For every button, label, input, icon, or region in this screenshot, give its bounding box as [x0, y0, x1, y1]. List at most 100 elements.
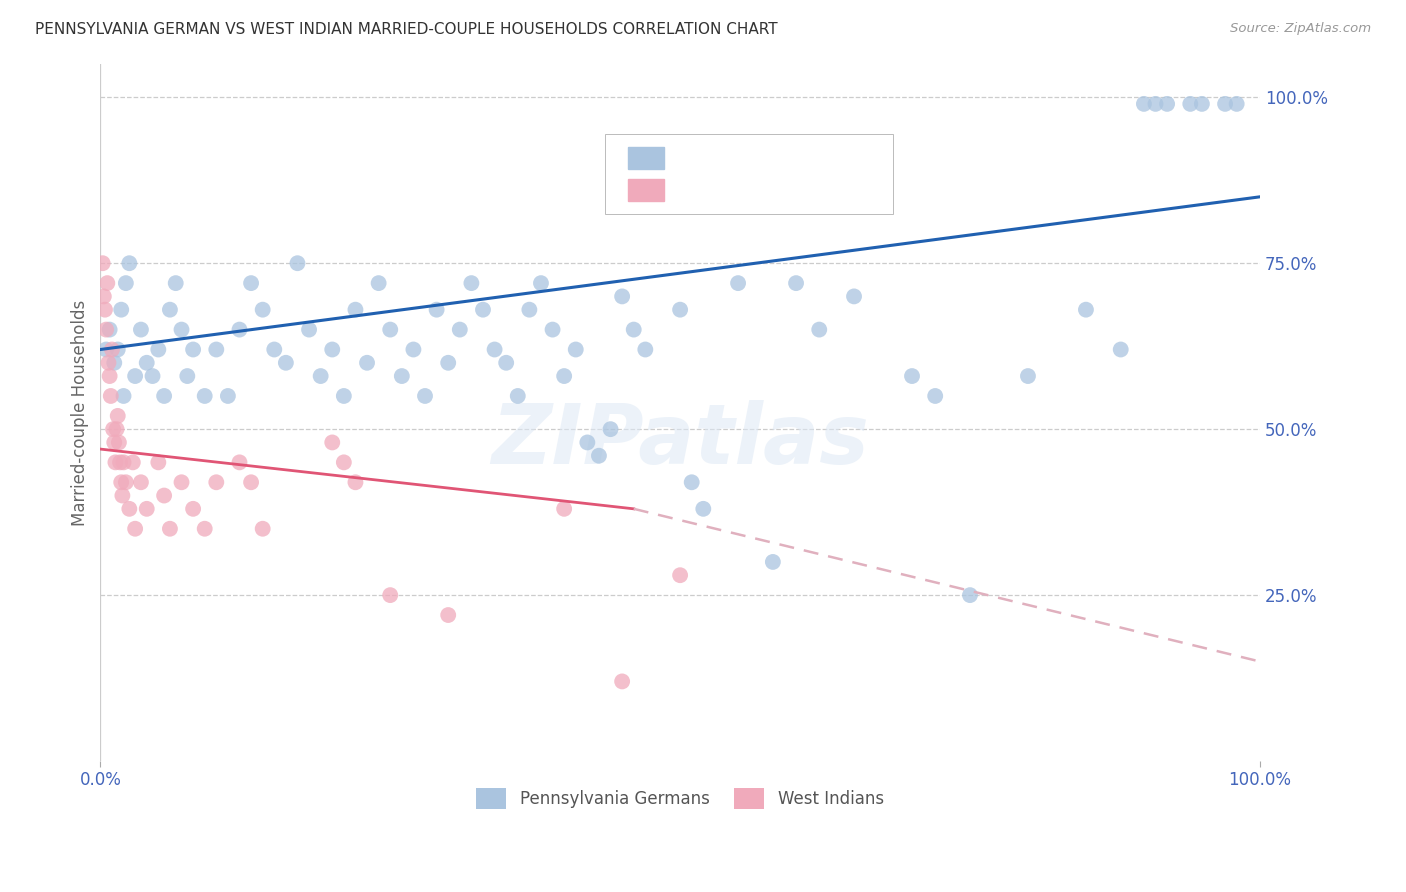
Point	[124, 369, 146, 384]
Point	[252, 522, 274, 536]
Point	[333, 389, 356, 403]
Point	[108, 435, 131, 450]
Point	[842, 289, 865, 303]
Point	[1074, 302, 1097, 317]
Point	[437, 608, 460, 623]
Point	[170, 322, 193, 336]
Point	[129, 475, 152, 490]
Point	[135, 501, 157, 516]
Point	[181, 501, 204, 516]
Point	[110, 302, 132, 317]
Point	[148, 455, 170, 469]
Point	[121, 455, 143, 469]
Point	[274, 356, 297, 370]
Point	[553, 369, 575, 384]
Point	[380, 588, 402, 602]
Point	[530, 276, 553, 290]
Point	[135, 356, 157, 370]
Point	[576, 435, 599, 450]
Point	[344, 302, 367, 317]
Point	[252, 302, 274, 317]
Point	[495, 356, 517, 370]
Point	[599, 422, 621, 436]
Text: N = 79: N = 79	[780, 149, 845, 167]
Point	[553, 501, 575, 516]
Point	[298, 322, 321, 336]
Point	[112, 389, 135, 403]
Point	[1156, 96, 1178, 111]
Point	[129, 322, 152, 336]
Text: R = -0.174: R = -0.174	[675, 181, 769, 199]
Point	[681, 475, 703, 490]
Point	[94, 322, 117, 336]
Point	[115, 276, 138, 290]
Point	[98, 369, 121, 384]
Point	[380, 322, 402, 336]
Point	[426, 302, 449, 317]
Point	[344, 475, 367, 490]
Point	[108, 455, 131, 469]
Point	[93, 289, 115, 303]
Point	[107, 409, 129, 423]
Point	[98, 322, 121, 336]
Point	[105, 422, 128, 436]
Point	[110, 475, 132, 490]
Legend: Pennsylvania Germans, West Indians: Pennsylvania Germans, West Indians	[470, 781, 890, 815]
Point	[141, 369, 163, 384]
Text: PENNSYLVANIA GERMAN VS WEST INDIAN MARRIED-COUPLE HOUSEHOLDS CORRELATION CHART: PENNSYLVANIA GERMAN VS WEST INDIAN MARRI…	[35, 22, 778, 37]
Y-axis label: Married-couple Households: Married-couple Households	[72, 300, 89, 525]
Point	[519, 302, 541, 317]
Point	[176, 369, 198, 384]
Point	[413, 389, 436, 403]
Point	[321, 435, 343, 450]
Point	[96, 276, 118, 290]
Point	[228, 322, 250, 336]
Point	[669, 568, 692, 582]
Point	[205, 475, 228, 490]
Point	[449, 322, 471, 336]
Point	[727, 276, 749, 290]
Point	[101, 343, 124, 357]
Point	[111, 489, 134, 503]
Point	[634, 343, 657, 357]
Point	[101, 422, 124, 436]
Point	[356, 356, 378, 370]
Point	[118, 501, 141, 516]
Point	[669, 302, 692, 317]
Point	[692, 501, 714, 516]
Point	[103, 435, 125, 450]
Point	[785, 276, 807, 290]
Point	[263, 343, 285, 357]
Point	[194, 389, 217, 403]
Point	[901, 369, 924, 384]
Point	[959, 588, 981, 602]
Point	[321, 343, 343, 357]
Text: Source: ZipAtlas.com: Source: ZipAtlas.com	[1230, 22, 1371, 36]
Point	[1180, 96, 1202, 111]
Point	[506, 389, 529, 403]
Point	[124, 522, 146, 536]
Point	[94, 302, 117, 317]
Point	[762, 555, 785, 569]
Point	[115, 475, 138, 490]
Point	[564, 343, 586, 357]
Point	[610, 289, 633, 303]
Point	[112, 455, 135, 469]
Point	[333, 455, 356, 469]
Point	[181, 343, 204, 357]
Point	[97, 356, 120, 370]
Point	[808, 322, 831, 336]
Point	[588, 449, 610, 463]
Point	[367, 276, 389, 290]
Point	[205, 343, 228, 357]
Point	[240, 276, 263, 290]
Point	[228, 455, 250, 469]
Point	[165, 276, 187, 290]
Point	[104, 455, 127, 469]
Point	[153, 489, 176, 503]
Point	[391, 369, 413, 384]
Point	[240, 475, 263, 490]
Point	[1191, 96, 1213, 111]
Point	[484, 343, 506, 357]
Point	[1017, 369, 1039, 384]
